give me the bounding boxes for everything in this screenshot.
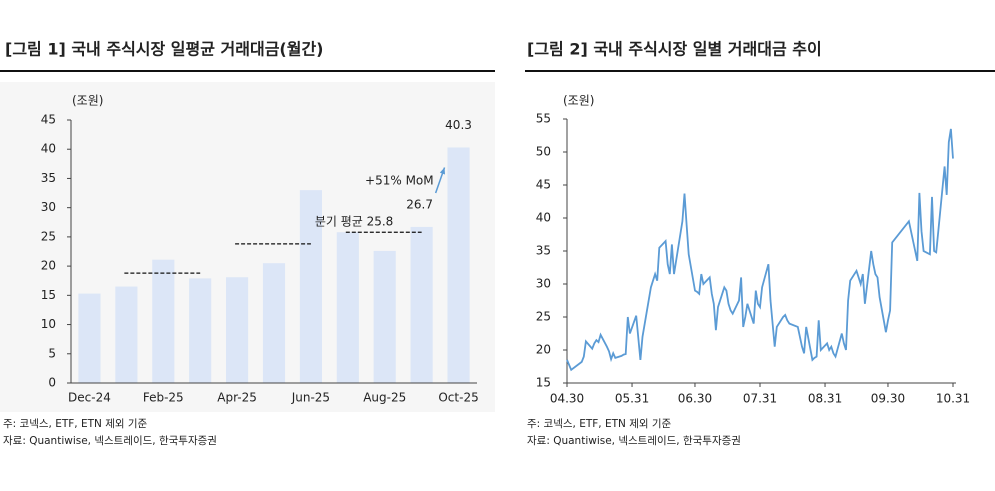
y-tick-label: 20 — [41, 259, 56, 273]
x-tick-label: 06.30 — [678, 392, 712, 406]
x-tick-label: Jun-25 — [291, 391, 330, 405]
y-tick-label: 25 — [536, 310, 551, 324]
average-label: 분기 평균 25.8 — [315, 215, 394, 229]
note: 주: 코넥스, ETF, ETN 제외 기준 — [3, 418, 148, 430]
bar — [373, 250, 396, 383]
value-label: 40.3 — [445, 118, 472, 132]
panel-bg — [525, 82, 995, 412]
x-tick-label: Apr-25 — [217, 391, 257, 405]
x-tick-label: 05.31 — [615, 392, 649, 406]
bar — [336, 232, 359, 383]
series-line — [566, 128, 954, 372]
y-tick-label: 15 — [536, 376, 551, 390]
y-tick-label: 40 — [41, 142, 56, 156]
annotation-arrowhead — [439, 167, 445, 175]
bar — [189, 278, 212, 383]
x-tick-label: 09.30 — [871, 392, 905, 406]
y-tick-label: 0 — [48, 376, 56, 390]
source: 자료: Quantiwise, 넥스트레이드, 한국투자증권 — [527, 435, 741, 447]
bar — [447, 147, 470, 383]
y-tick-label: 50 — [536, 145, 551, 159]
y-tick-label: 5 — [48, 346, 56, 360]
bar — [299, 190, 322, 383]
y-tick-label: 35 — [536, 244, 551, 258]
bar — [78, 293, 101, 383]
chart-title: [그림 2] 국내 주식시장 일별 거래대금 추이 — [527, 40, 822, 59]
x-tick-label: 04.30 — [550, 392, 584, 406]
source: 자료: Quantiwise, 넥스트레이드, 한국투자증권 — [3, 435, 217, 447]
x-tick-label: 07.31 — [743, 392, 777, 406]
chart-title: [그림 1] 국내 주식시장 일평균 거래대금(월간) — [5, 40, 323, 59]
annotation: +51% MoM — [365, 174, 434, 188]
bar — [152, 259, 175, 383]
y-axis-label: (조원) — [563, 94, 594, 108]
value-label: 26.7 — [406, 197, 433, 211]
x-tick-label: 10.31 — [936, 392, 970, 406]
y-tick-label: 35 — [41, 171, 56, 185]
x-tick-label: Aug-25 — [363, 391, 406, 405]
y-tick-label: 15 — [41, 288, 56, 302]
note: 주: 코넥스, ETF, ETN 제외 기준 — [527, 418, 672, 430]
bar — [262, 263, 286, 383]
x-tick-label: Feb-25 — [143, 391, 184, 405]
y-tick-label: 45 — [536, 178, 551, 192]
x-tick-label: Oct-25 — [438, 391, 478, 405]
bar — [410, 226, 433, 383]
y-tick-label: 30 — [41, 200, 56, 214]
y-tick-label: 30 — [536, 277, 551, 291]
x-tick-label: 08.31 — [808, 392, 842, 406]
y-axis-label: (조원) — [72, 94, 103, 108]
y-tick-label: 25 — [41, 229, 56, 243]
bar — [226, 277, 249, 383]
x-tick-label: Dec-24 — [68, 391, 111, 405]
bar — [115, 286, 138, 383]
y-tick-label: 20 — [536, 343, 551, 357]
y-tick-label: 10 — [41, 317, 56, 331]
y-tick-label: 40 — [536, 211, 551, 225]
y-tick-label: 45 — [41, 113, 56, 127]
y-tick-label: 55 — [536, 112, 551, 126]
